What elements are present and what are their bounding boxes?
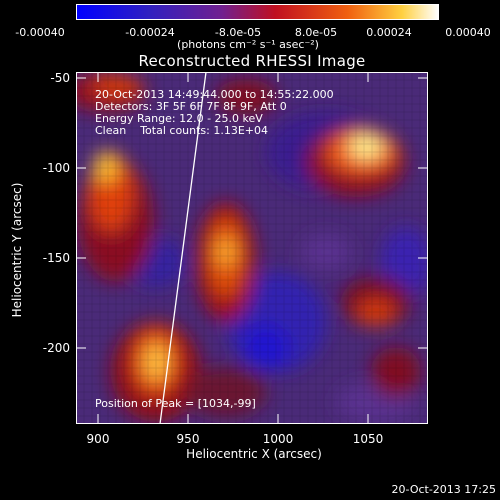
y-tick: -200 xyxy=(42,341,70,355)
rhessi-image xyxy=(76,72,428,424)
colorbar-tick: 0.00024 xyxy=(366,26,412,39)
x-axis-label: Heliocentric X (arcsec) xyxy=(186,447,322,461)
colorbar-tick: -8.0e-05 xyxy=(214,26,262,39)
colorbar-tick: 8.0e-05 xyxy=(294,26,338,39)
x-tick: 1050 xyxy=(352,432,384,446)
x-tick: 950 xyxy=(176,432,200,446)
image-title: Reconstructed RHESSI Image xyxy=(138,52,366,70)
y-tick: -100 xyxy=(42,161,70,175)
annotation-detectors: Detectors: 3F 5F 6F 7F 8F 9F, Att 0 xyxy=(95,100,287,113)
y-tick: -50 xyxy=(50,71,70,85)
colorbar-tick: -0.00040 xyxy=(15,26,65,39)
x-tick: 1000 xyxy=(262,432,294,446)
colorbar-tick: 0.00040 xyxy=(445,26,491,39)
colorbar-tick: -0.00024 xyxy=(125,26,175,39)
annotation-clean: Clean Total counts: 1.13E+04 xyxy=(95,124,269,137)
solar-limb-line xyxy=(159,72,207,424)
y-axis-label: Heliocentric Y (arcsec) xyxy=(10,182,24,318)
colorbar-units: (photons cm⁻² s⁻¹ asec⁻²) xyxy=(177,38,319,51)
plot-timestamp: 20-Oct-2013 17:25 xyxy=(391,483,496,496)
x-tick: 900 xyxy=(86,432,110,446)
colorbar xyxy=(76,4,439,20)
annotation-energy: Energy Range: 12.0 - 25.0 keV xyxy=(95,112,263,125)
y-tick: -150 xyxy=(42,251,70,265)
annotation-peak: Position of Peak = [1034,-99] xyxy=(95,397,256,410)
annotation-time-range: 20-Oct-2013 14:49:44.000 to 14:55:22.000 xyxy=(95,88,334,101)
